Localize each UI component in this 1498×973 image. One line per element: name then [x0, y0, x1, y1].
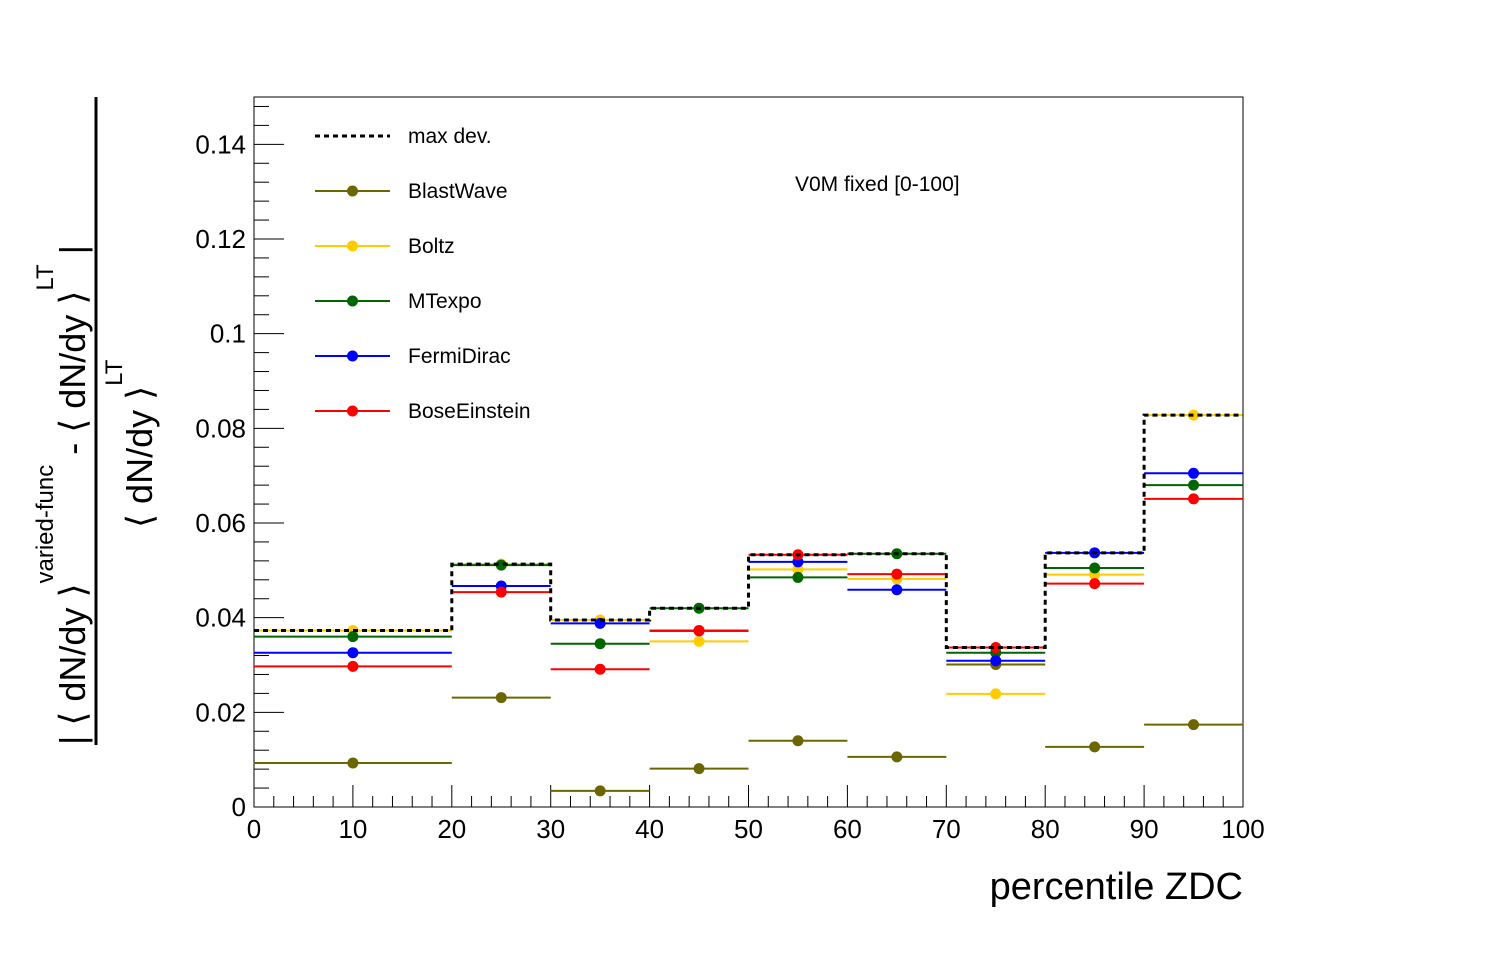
- x-tick-label: 70: [932, 814, 961, 844]
- axis-ticks: 0 10 20 30 40 50 60 70 80 90 100 0 0.02 0.04 0.06 0.08 0…: [195, 105, 1265, 844]
- series-point: [594, 638, 606, 650]
- legend-entry: Boltz: [315, 235, 455, 258]
- series-point: [891, 751, 903, 763]
- legend-entry: FermiDirac: [315, 345, 511, 368]
- series-boseeinstein: [254, 493, 1243, 675]
- x-tick-label: 100: [1221, 814, 1264, 844]
- x-tick-label: 60: [833, 814, 862, 844]
- y-tick-label: 0.04: [195, 603, 246, 633]
- series-layer: [254, 409, 1243, 797]
- series-point: [1188, 719, 1200, 731]
- series-point: [347, 631, 359, 643]
- series-point: [990, 688, 1002, 700]
- y-label-numerator-sup2: LT: [32, 264, 59, 291]
- series-point: [693, 624, 705, 636]
- series-point: [693, 763, 705, 775]
- series-point: [1089, 578, 1101, 590]
- y-label-numerator-sup: varied-func: [32, 465, 59, 584]
- legend-label: MTexpo: [408, 290, 482, 313]
- series-point: [495, 586, 507, 598]
- series-point: [1188, 493, 1200, 505]
- legend-marker: [347, 350, 358, 362]
- y-tick-label: 0.02: [195, 697, 246, 727]
- legend-entry: BlastWave: [315, 180, 508, 203]
- series-point: [594, 785, 606, 797]
- y-label-denominator: ⟨ dN/dy ⟩: [119, 386, 160, 528]
- plot-frame: [253, 96, 1244, 808]
- x-axis-label: percentile ZDC: [990, 866, 1243, 908]
- series-point: [347, 660, 359, 672]
- y-label-numerator-minus: - ⟨ dN/dy ⟩: [52, 291, 93, 465]
- series-point: [1188, 409, 1200, 421]
- series-blastwave: [254, 659, 1243, 797]
- plot-area-border: [253, 96, 1244, 808]
- series-point: [792, 563, 804, 575]
- legend-label: Boltz: [408, 235, 455, 258]
- series-point: [990, 641, 1002, 653]
- series-mtexpo: [254, 479, 1243, 659]
- x-tick-label: 40: [635, 814, 664, 844]
- y-tick-label: 0.06: [195, 508, 246, 538]
- series-point: [495, 692, 507, 704]
- series-point: [990, 655, 1002, 667]
- y-tick-label: 0.08: [195, 413, 246, 443]
- y-label-numerator-end: |: [52, 245, 93, 264]
- max-dev-line: [254, 413, 1243, 649]
- svg-text:⟨ dN/dy ⟩LT: ⟨ dN/dy ⟩LT: [101, 359, 160, 528]
- series-point: [1089, 741, 1101, 753]
- series-point: [1089, 562, 1101, 574]
- series-point: [891, 584, 903, 596]
- x-tick-label: 20: [437, 814, 466, 844]
- legend-label: BoseEinstein: [408, 400, 531, 423]
- legend-entry: BoseEinstein: [315, 400, 531, 423]
- x-tick-label: 90: [1130, 814, 1159, 844]
- svg-text:| ⟨ dN/dy ⟩varied-func - ⟨ dN/: | ⟨ dN/dy ⟩varied-func - ⟨ dN/dy ⟩LT |: [32, 245, 93, 745]
- series-point: [347, 647, 359, 659]
- series-point: [792, 571, 804, 583]
- legend-label: max dev.: [408, 125, 492, 148]
- y-tick-label: 0.14: [195, 129, 246, 159]
- series-point: [495, 559, 507, 571]
- series-point: [792, 735, 804, 747]
- x-tick-label: 80: [1031, 814, 1060, 844]
- legend-marker: [347, 405, 358, 417]
- legend-entry: MTexpo: [315, 290, 482, 313]
- x-tick-label: 50: [734, 814, 763, 844]
- series-point: [347, 757, 359, 769]
- legend-entry: max dev.: [315, 125, 492, 148]
- legend: max dev. BlastWave Boltz MTexpo FermiDirac Bo…: [315, 125, 531, 423]
- legend-marker: [347, 295, 358, 307]
- legend-label: BlastWave: [408, 180, 508, 203]
- series-point: [1188, 479, 1200, 491]
- max-dev-layer: [254, 413, 1243, 649]
- x-tick-label: 30: [536, 814, 565, 844]
- x-tick-label: 10: [338, 814, 367, 844]
- legend-label: FermiDirac: [408, 345, 511, 368]
- legend-marker: [347, 185, 358, 197]
- series-point: [693, 635, 705, 647]
- y-label-denominator-sup: LT: [101, 359, 128, 386]
- x-tick-label: 0: [247, 814, 261, 844]
- legend-marker: [347, 240, 358, 252]
- y-tick-label: 0.12: [195, 224, 246, 254]
- series-point: [891, 568, 903, 580]
- series-point: [594, 663, 606, 675]
- y-tick-label: 0.1: [210, 319, 246, 349]
- y-axis-label: | ⟨ dN/dy ⟩varied-func - ⟨ dN/dy ⟩LT | ⟨…: [32, 97, 160, 745]
- y-label-numerator: | ⟨ dN/dy ⟩: [52, 584, 93, 746]
- series-point: [1188, 467, 1200, 479]
- annotation-text: V0M fixed [0-100]: [795, 173, 960, 196]
- y-tick-label: 0: [232, 792, 246, 822]
